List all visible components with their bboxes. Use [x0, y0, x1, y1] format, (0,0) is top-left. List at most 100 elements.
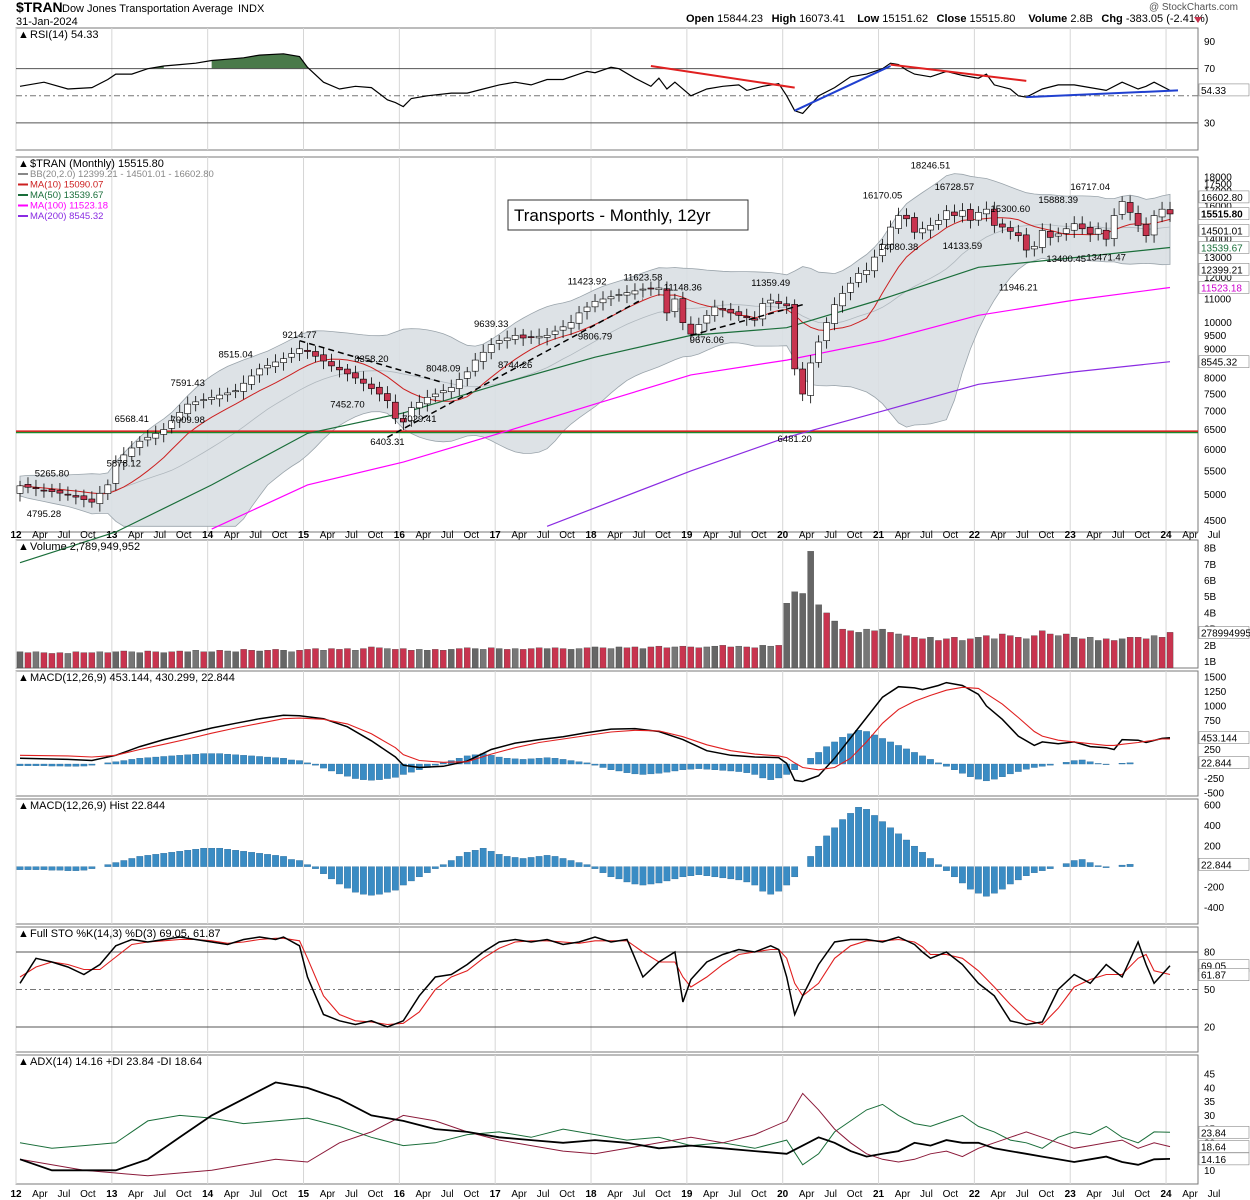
macd-hist-panel-bar: [583, 864, 591, 867]
candle-body: [184, 403, 192, 414]
macd-hist-bar: [232, 754, 239, 765]
candle-body: [839, 293, 846, 307]
macd-hist-bar: [1006, 763, 1014, 775]
volume-bar: [879, 628, 886, 669]
candle-body: [519, 334, 527, 339]
macd-hist-panel-bar: [1086, 862, 1094, 867]
volume-bar: [416, 649, 423, 669]
macd-hist-panel-bar: [631, 866, 639, 885]
candle-body: [711, 306, 719, 316]
candle-body: [863, 269, 870, 275]
macd-hist-bar: [1022, 763, 1030, 770]
volume-bar: [575, 648, 583, 669]
volume-bar: [1110, 640, 1118, 669]
candle-body: [88, 498, 96, 503]
volume-bar: [248, 650, 255, 669]
x-tick-label: Oct: [272, 1189, 288, 1200]
macd-hist-bar: [791, 763, 799, 770]
macd-hist-panel-bar: [935, 864, 942, 867]
adx-adx14-line: [19, 1081, 1171, 1172]
macd-hist-panel-bar: [1126, 864, 1134, 867]
value-label-box: [1198, 968, 1250, 981]
volume-bar: [1158, 637, 1166, 669]
rsi-red-trendline: [650, 65, 795, 89]
macd-hist-panel-bar: [407, 866, 415, 882]
volume-bar: [472, 648, 479, 669]
macd-hist-bar: [623, 763, 631, 773]
volume-bar: [647, 646, 655, 669]
candle-body: [1078, 223, 1086, 230]
price-title-icon: ▲: [18, 158, 29, 170]
macd-signal-line: [19, 686, 1170, 771]
macd-hist-panel-bar: [527, 857, 535, 867]
macd-hist-panel-bar: [479, 848, 487, 867]
x-tick-label: Oct: [751, 1189, 767, 1200]
macd-hist-panel-bar: [719, 866, 727, 879]
x-tick-label: 12: [10, 530, 22, 541]
volume-bar: [959, 640, 966, 669]
volume-bar: [400, 648, 407, 669]
x-tick-label: Apr: [703, 530, 719, 541]
y-tick-label: 12000: [1204, 273, 1232, 284]
volume-bar: [80, 652, 88, 669]
value-label-box: [1198, 731, 1250, 744]
value-label-box: [1198, 224, 1250, 237]
y-tick-label: -400: [1204, 903, 1224, 914]
macd-hist-bar: [1102, 763, 1110, 765]
macd-hist-bar: [392, 763, 399, 778]
macd-hist-bar: [24, 763, 32, 766]
x-tick-label: 12: [10, 1189, 22, 1200]
candle-body: [791, 304, 799, 370]
y-tick-label: 7000: [1204, 407, 1227, 418]
volume-bar: [208, 651, 215, 669]
y-tick-label: 30: [1204, 1111, 1216, 1122]
hist-title-icon: ▲: [18, 800, 29, 812]
legend-entry: MA(50) 13539.67: [30, 190, 103, 201]
macd-hist-bar: [583, 762, 591, 765]
y-tick-label: 1B: [1204, 657, 1217, 668]
macd-hist-bar: [511, 758, 519, 765]
candle-body: [1062, 228, 1070, 234]
y-tick-label: 13000: [1204, 253, 1232, 264]
candle-body: [336, 366, 343, 371]
macd-hist-panel-bar: [615, 866, 623, 880]
x-tick-label: 14: [202, 1189, 214, 1200]
macd-hist-panel-bar: [120, 860, 128, 867]
volume-bar: [855, 632, 862, 669]
macd-hist-bar: [607, 763, 615, 770]
candle-body: [903, 214, 910, 220]
y-tick-label: 11000: [1204, 295, 1232, 306]
macd-hist-bar: [1078, 759, 1086, 765]
macd-hist-panel-bar: [272, 855, 279, 867]
macd-hist-bar: [216, 753, 224, 765]
x-tick-label: 23: [1065, 1189, 1077, 1200]
candle-body: [935, 220, 942, 225]
value-label-box: [1198, 355, 1250, 368]
volume-bar: [831, 620, 838, 669]
volume-bar: [384, 648, 391, 669]
macd-hist-panel-bar: [919, 852, 926, 867]
volume-bar: [48, 653, 56, 669]
macd-hist-panel-bar: [703, 866, 711, 876]
volume-bar: [424, 650, 431, 669]
volume-bar: [743, 646, 750, 669]
volume-bar: [280, 650, 287, 669]
macd-hist-bar: [48, 763, 56, 767]
volume-bar: [1094, 640, 1102, 669]
y-tick-label: 5000: [1204, 490, 1227, 501]
candle-body: [1142, 223, 1150, 236]
support-dashed-line: [387, 298, 644, 438]
volume-bar: [360, 648, 367, 669]
y-tick-label: 7500: [1204, 390, 1227, 401]
macd-hist-panel-bar: [815, 845, 822, 867]
price-label: 16717.04: [1070, 182, 1110, 193]
candle-body: [911, 217, 918, 233]
y-tick-label: 90: [1204, 37, 1216, 48]
x-tick-label: Jul: [537, 530, 550, 541]
x-tick-label: Apr: [1182, 1189, 1198, 1200]
macd-hist-bar: [927, 759, 934, 765]
y-tick-label: 8000: [1204, 374, 1227, 385]
candle-body: [96, 493, 104, 504]
price-label: 6403.31: [370, 437, 404, 448]
macd-hist-bar: [527, 758, 535, 765]
